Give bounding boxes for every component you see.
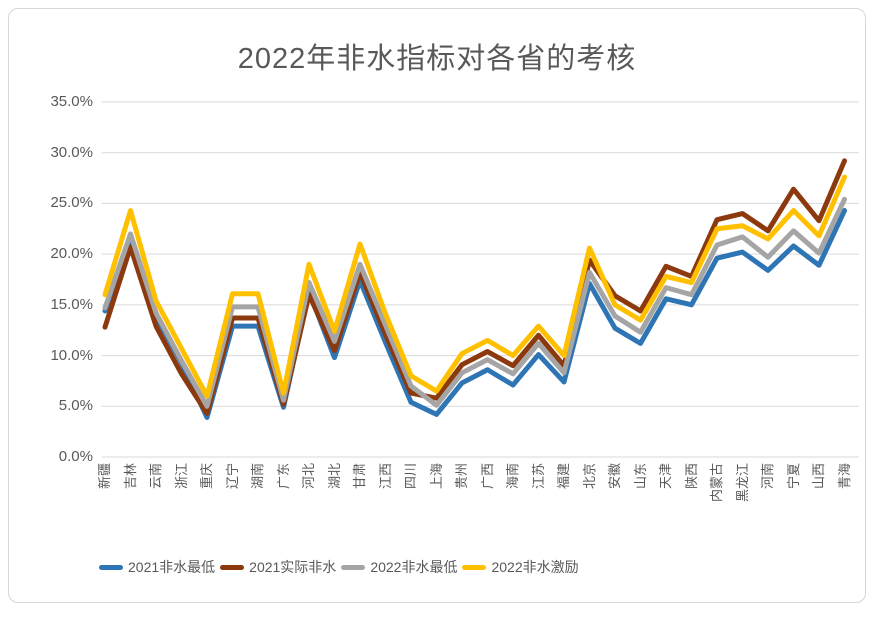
legend-line-marker-icon xyxy=(462,564,487,570)
x-category-label: 贵州 xyxy=(454,463,469,490)
x-category-label: 福建 xyxy=(556,463,571,490)
legend-line-marker-icon xyxy=(220,564,245,570)
chart-container[interactable]: 2022年非水指标对各省的考核 0.0% 5.0% 10.0% 15.0% 20.0% 2… xyxy=(8,8,866,603)
x-category-label: 安徽 xyxy=(607,463,622,490)
series-line-2[interactable] xyxy=(102,158,847,416)
x-category-label: 新疆 xyxy=(97,463,112,490)
legend-label: 2022非水最低 xyxy=(370,559,458,575)
x-category-label: 辽宁 xyxy=(224,463,240,490)
x-category-label: 云南 xyxy=(148,463,163,490)
legend: 2021非水最低 2021实际非水 2022非水最低 2022非水激励 xyxy=(99,557,584,577)
series-line-4[interactable] xyxy=(102,174,847,399)
legend-line-marker-icon xyxy=(341,564,366,570)
x-category-label: 天津 xyxy=(658,463,673,490)
y-tick-label: 10.0% xyxy=(50,346,93,364)
gridlines xyxy=(102,101,859,458)
y-tick-label: 20.0% xyxy=(50,245,93,263)
x-category-label: 河南 xyxy=(760,463,775,490)
x-category-label: 河北 xyxy=(301,463,316,490)
x-category-label: 甘肃 xyxy=(352,463,367,490)
legend-label: 2021实际非水 xyxy=(249,559,337,575)
x-category-label: 陕西 xyxy=(683,463,699,490)
series-line-3[interactable] xyxy=(102,196,847,409)
y-tick-label: 0.0% xyxy=(58,448,93,465)
x-category-label: 黑龙江 xyxy=(734,463,750,503)
x-category-label: 湖南 xyxy=(250,463,265,490)
legend-label: 2021非水最低 xyxy=(128,559,216,575)
x-category-label: 广西 xyxy=(479,463,495,490)
x-category-label: 重庆 xyxy=(199,463,214,490)
x-category-label: 海南 xyxy=(505,463,520,490)
x-category-label: 浙江 xyxy=(173,463,189,490)
legend-item[interactable]: 2022非水激励 xyxy=(462,557,579,577)
legend-item[interactable]: 2022非水最低 xyxy=(341,557,457,577)
x-category-label: 四川 xyxy=(403,463,418,490)
x-category-label: 内蒙古 xyxy=(709,463,724,503)
x-category-label: 宁夏 xyxy=(785,463,801,490)
legend-item[interactable]: 2021非水最低 xyxy=(99,557,215,577)
legend-line-marker-icon xyxy=(99,564,123,570)
x-category-label: 广东 xyxy=(275,463,291,490)
chart-title: 2022年非水指标对各省的考核 xyxy=(237,43,637,75)
x-category-label: 吉林 xyxy=(122,463,138,490)
y-tick-label: 25.0% xyxy=(50,194,93,212)
x-category-label: 上海 xyxy=(428,463,444,490)
x-category-label: 山西 xyxy=(811,463,826,490)
x-category-label: 江西 xyxy=(377,463,393,490)
legend-item[interactable]: 2021实际非水 xyxy=(220,557,336,577)
x-category-label: 北京 xyxy=(581,463,597,490)
x-category-label: 山东 xyxy=(632,463,648,490)
y-tick-label: 15.0% xyxy=(50,295,93,313)
y-tick-label: 30.0% xyxy=(50,143,93,161)
plot-area xyxy=(102,101,859,458)
legend-label: 2022非水激励 xyxy=(491,559,579,575)
x-category-label: 江苏 xyxy=(530,463,546,490)
x-category-label: 湖北 xyxy=(326,463,342,490)
y-tick-label: 5.0% xyxy=(58,397,93,415)
y-tick-label: 35.0% xyxy=(50,93,93,110)
x-category-label: 青海 xyxy=(836,463,852,490)
